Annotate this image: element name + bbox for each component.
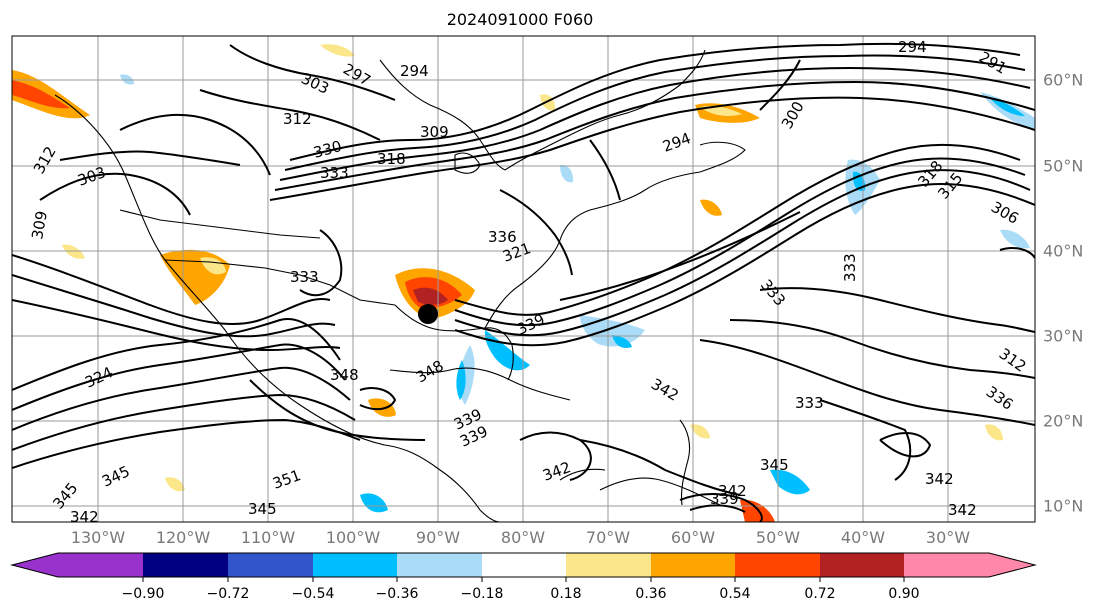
lon-label: 70°W (585, 528, 631, 547)
lat-label: 40°N (1043, 241, 1084, 261)
colorbar-segment (397, 553, 482, 577)
contour-label: 345 (760, 456, 789, 474)
colorbar-extend-high (989, 553, 1035, 577)
contour-lines (12, 42, 1035, 522)
lon-label: 90°W (415, 528, 461, 547)
contour-label: 333 (320, 164, 349, 182)
lon-label: 120°W (155, 528, 211, 547)
contour-label: 333 (841, 253, 859, 282)
colorbar-segment (904, 553, 989, 577)
contour-label: 294 (400, 62, 429, 80)
coastlines (54, 49, 746, 522)
lon-label: 110°W (240, 528, 296, 547)
colorbar-segment (820, 553, 904, 577)
colorbar-tick-label: −0.18 (460, 586, 504, 602)
lat-label: 20°N (1043, 411, 1084, 431)
map-frame (11, 35, 1036, 523)
contour-label: 294 (898, 38, 927, 56)
colorbar-segment (228, 553, 313, 577)
lat-label: 50°N (1043, 156, 1084, 176)
lon-label: 80°W (500, 528, 546, 547)
colorbar-tick-label: 0.72 (804, 586, 836, 602)
contour-label: 318 (377, 150, 406, 168)
lat-label: 10°N (1043, 496, 1084, 516)
colorbar-tick-label: 0.54 (719, 586, 751, 602)
contour-label: 342 (70, 508, 99, 526)
colorbar-tick-label: −0.36 (375, 586, 419, 602)
contour-label: 339 (710, 490, 739, 508)
contour-label: 309 (28, 209, 51, 240)
colorbar-segment (482, 553, 566, 577)
map-title: 2024091000 F060 (446, 10, 594, 29)
colorbar-tick-label: −0.90 (121, 586, 165, 602)
colorbar-tick-label: 0.90 (888, 586, 920, 602)
colorbar-extend-low (12, 553, 58, 577)
lon-label: 100°W (325, 528, 381, 547)
colorbar-tick-marks (142, 577, 905, 582)
lon-label: 50°W (755, 528, 801, 547)
storm-center-marker (418, 304, 438, 324)
contour-label: 342 (718, 482, 747, 500)
lat-label: 60°N (1043, 70, 1084, 90)
colorbar-tick-label: 0.36 (635, 586, 667, 602)
contour-label: 345 (248, 500, 277, 518)
lon-label: 130°W (70, 528, 126, 547)
lon-label: 40°W (840, 528, 886, 547)
contour-label: 342 (925, 470, 954, 488)
contour-label: 309 (420, 123, 449, 141)
graticule (12, 36, 1035, 522)
colorbar-tick-label: −0.54 (291, 586, 335, 602)
lat-label: 30°N (1043, 326, 1084, 346)
colorbar-segment (566, 553, 651, 577)
lon-label: 60°W (670, 528, 716, 547)
colorbar-segment (58, 553, 143, 577)
colorbar (10, 552, 1037, 582)
colorbar-segment (143, 553, 228, 577)
contour-label: 348 (330, 366, 359, 384)
contour-label: 333 (795, 394, 824, 412)
lon-label: 30°W (925, 528, 971, 547)
colorbar-segment (313, 553, 397, 577)
colorbar-segment (651, 553, 735, 577)
colorbar-tick-label: −0.72 (206, 586, 250, 602)
colorbar-segment (735, 553, 820, 577)
colorbar-outline (10, 552, 1037, 578)
colorbar-tick-label: 0.18 (550, 586, 582, 602)
contour-label: 333 (290, 268, 319, 286)
contour-label: 312 (283, 110, 312, 128)
contour-label: 342 (948, 501, 977, 519)
contour-label: 336 (488, 228, 517, 246)
